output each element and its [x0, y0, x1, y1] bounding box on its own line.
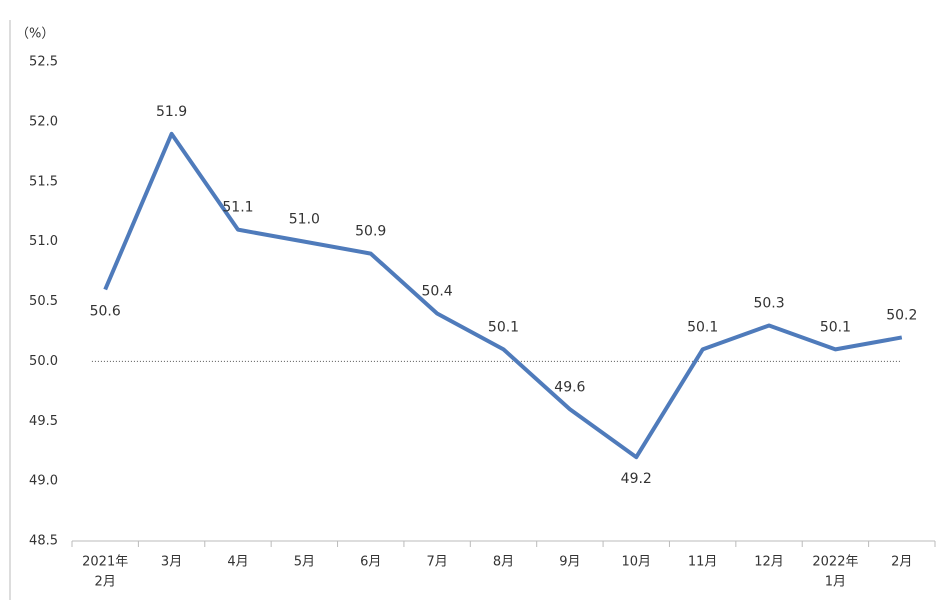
series-line	[103, 131, 903, 460]
x-tick-label: 2021年	[82, 555, 128, 570]
x-tick-label: 2月	[891, 555, 912, 570]
data-label: 51.1	[222, 200, 253, 216]
data-label: 50.1	[687, 319, 718, 335]
data-label: 49.2	[621, 471, 652, 487]
x-tick-label: 2022年	[812, 555, 858, 570]
y-tick-label: 51.0	[29, 234, 58, 249]
data-label: 50.9	[355, 224, 386, 240]
y-tick-label: 52.5	[29, 55, 58, 70]
y-tick-label: 49.0	[29, 474, 58, 489]
data-label: 50.6	[90, 304, 121, 320]
x-tick-label: 12月	[754, 555, 784, 570]
y-tick-label: 51.5	[29, 174, 58, 189]
data-label: 51.0	[289, 212, 320, 228]
data-label: 50.3	[753, 295, 784, 311]
x-tick-label: 6月	[360, 555, 381, 570]
data-label: 50.4	[422, 283, 453, 299]
y-tick-label: 50.0	[29, 354, 58, 369]
data-label: 51.9	[156, 104, 187, 120]
x-tick-label: 8月	[493, 555, 514, 570]
data-label: 50.2	[886, 307, 917, 323]
data-label: 50.1	[820, 319, 851, 335]
x-tick-label: 10月	[621, 555, 651, 570]
x-tick-label: 1月	[825, 575, 846, 590]
y-tick-label: 52.0	[29, 114, 58, 129]
x-tick-label: 2月	[95, 575, 116, 590]
data-label: 50.1	[488, 319, 519, 335]
data-label: 49.6	[554, 379, 585, 395]
x-tick-label: 3月	[161, 555, 182, 570]
x-tick-label: 9月	[559, 555, 580, 570]
unit-label: （%）	[16, 27, 54, 42]
y-tick-label: 49.5	[29, 414, 58, 429]
x-tick-label: 11月	[688, 555, 718, 570]
y-tick-label: 48.5	[29, 534, 58, 549]
x-tick-label: 5月	[294, 555, 315, 570]
x-tick-label: 4月	[227, 555, 248, 570]
x-tick-label: 7月	[426, 555, 447, 570]
y-tick-label: 50.5	[29, 294, 58, 309]
